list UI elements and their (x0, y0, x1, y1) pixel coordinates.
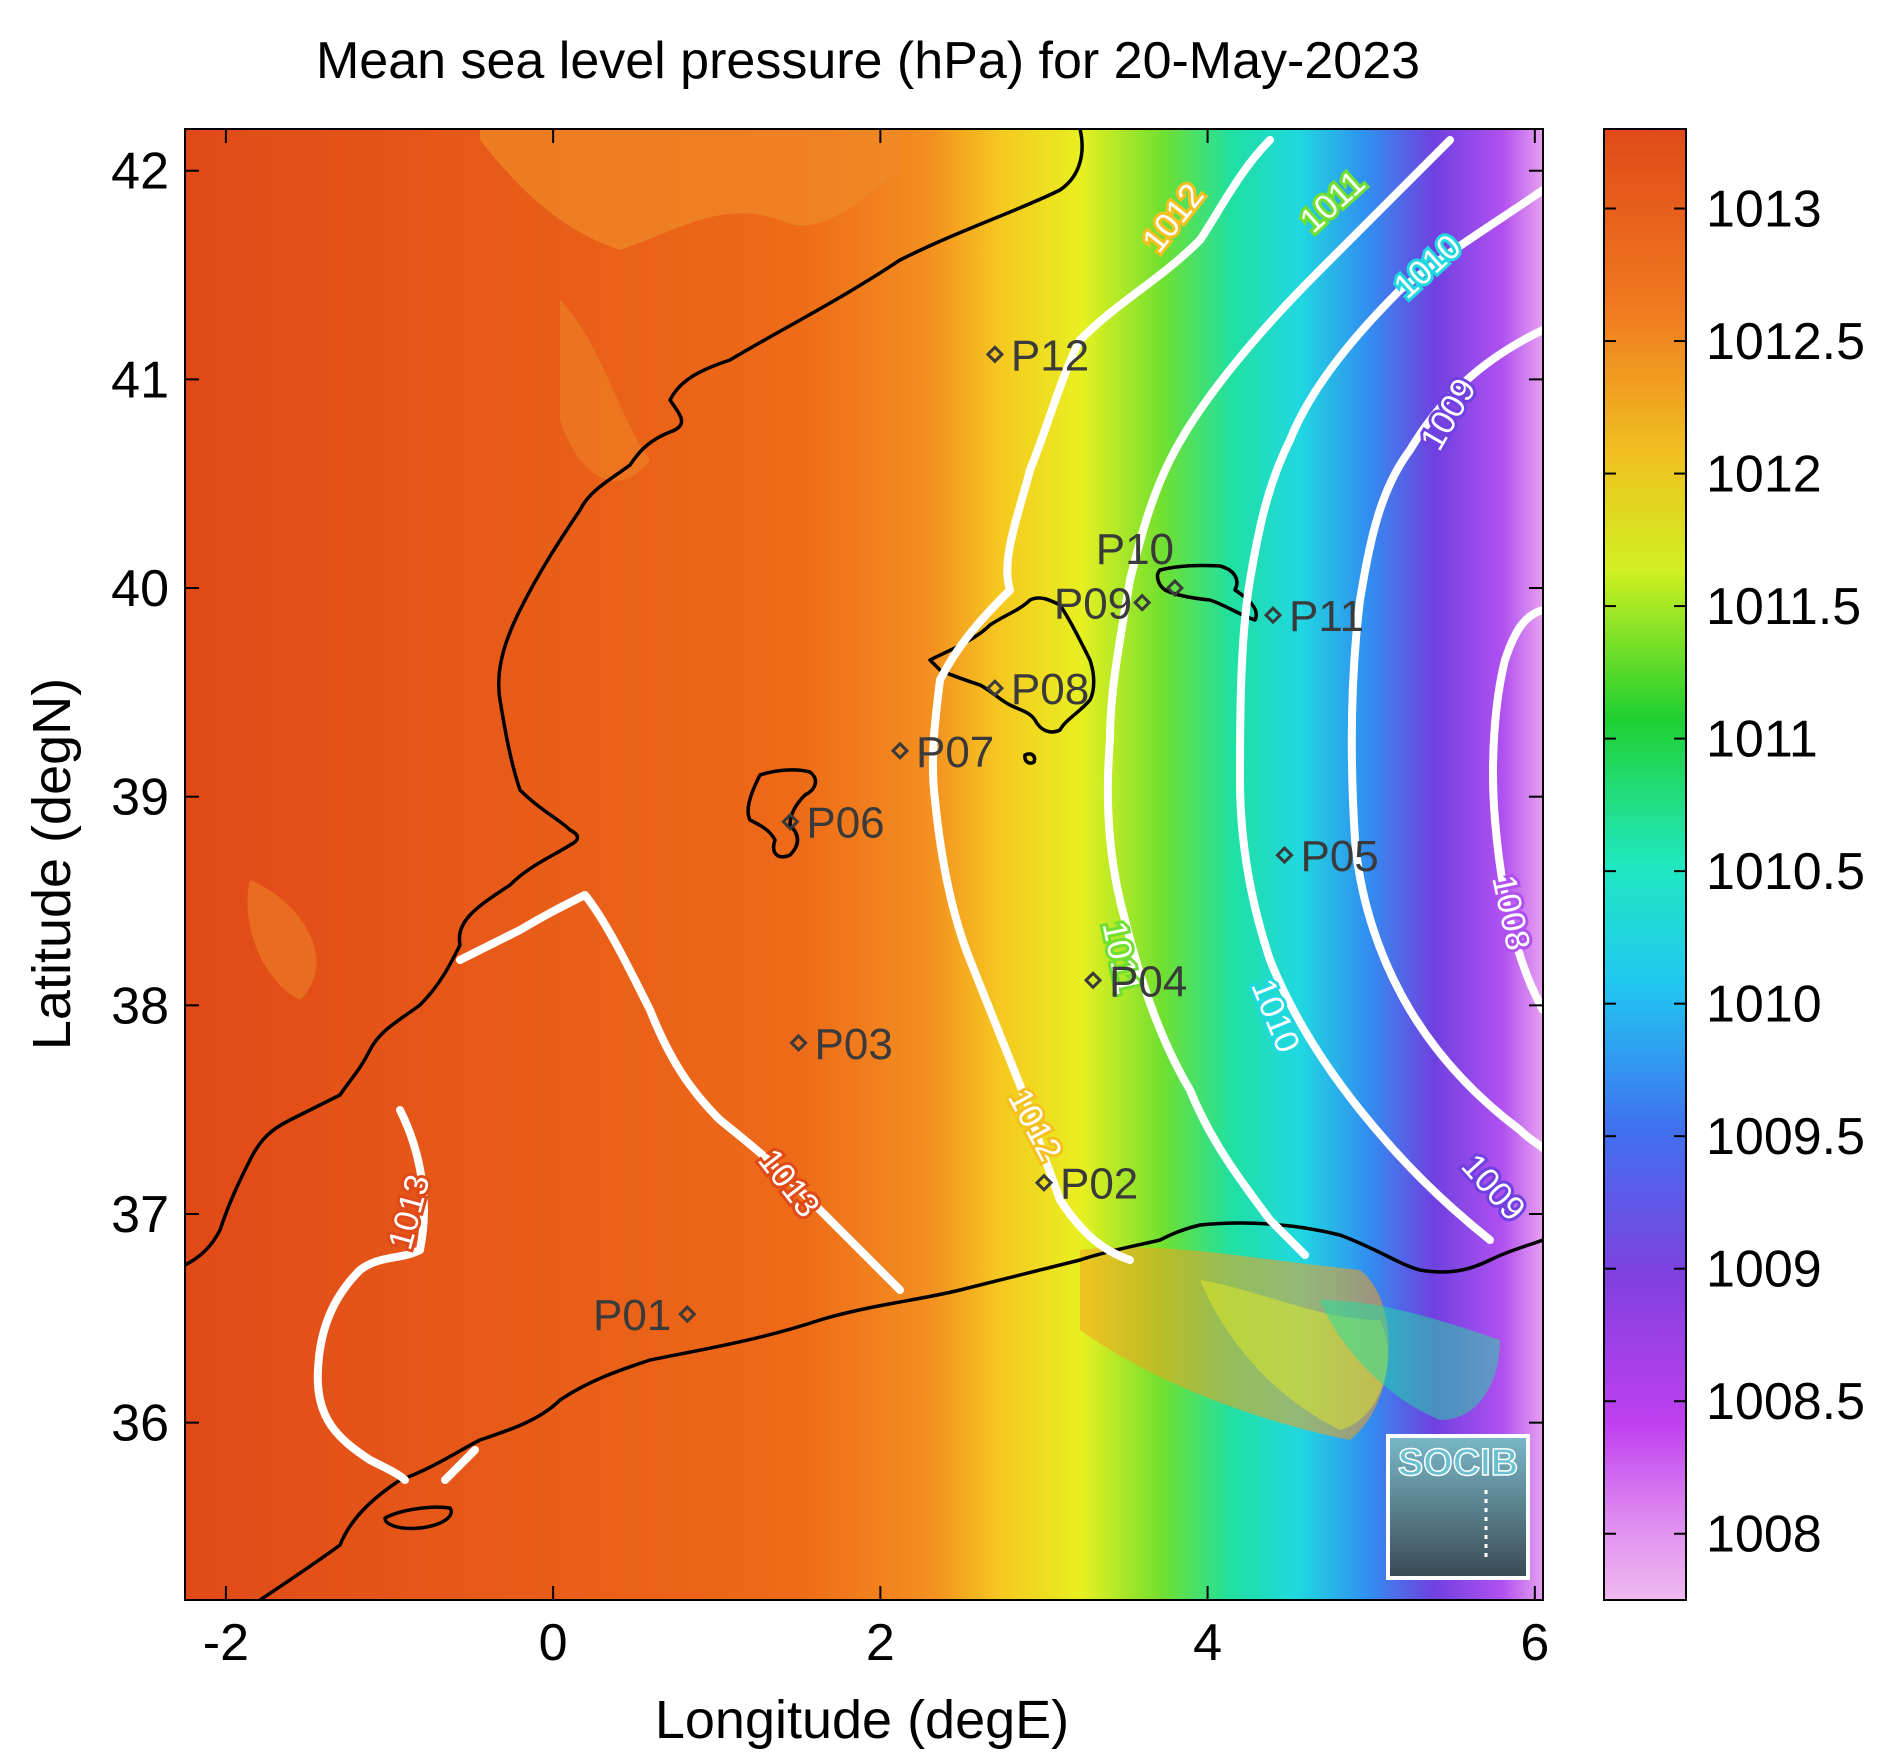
station-label: P08 (1011, 665, 1089, 714)
colorbar-ticks: 1013 1012.5 1012 1011.5 1011 1010.5 1010 1009.5… (1604, 181, 1865, 1564)
y-tick-label: 41 (111, 351, 169, 409)
contour-lines (313, 136, 1543, 1484)
contour-1011 (1103, 136, 1454, 1259)
station-marker-icon (1165, 578, 1184, 598)
station-label: P11 (1289, 592, 1364, 641)
island-alboran (383, 1505, 453, 1531)
station-p05: P05 (1275, 832, 1379, 881)
colorbar-tick-label: 1010.5 (1706, 843, 1865, 901)
station-p08: P08 (985, 665, 1089, 714)
station-marker-icon (1275, 845, 1294, 865)
y-tick-label: 39 (111, 769, 169, 827)
y-axis-ticks: 42 41 40 39 38 37 36 (111, 143, 1543, 1453)
station-marker-icon (1263, 606, 1283, 625)
islands (383, 563, 1258, 1531)
station-label: P02 (1060, 1160, 1138, 1209)
island-mallorca (928, 596, 1096, 734)
station-marker-icon (890, 741, 910, 760)
contour-1012 (928, 136, 1274, 1264)
x-tick-label: -2 (203, 1614, 249, 1672)
land-highland-patch (480, 129, 900, 250)
land-highland-patch (560, 300, 650, 481)
y-tick-label: 38 (111, 977, 169, 1035)
station-p01: P01 (593, 1291, 697, 1340)
contour-1013-west (313, 1106, 428, 1484)
station-marker-icon (985, 345, 1005, 364)
colorbar-tick-label: 1012 (1706, 446, 1822, 504)
station-marker-icon (1034, 1173, 1054, 1192)
station-marker-icon (1133, 593, 1152, 612)
station-label: P05 (1300, 832, 1378, 881)
socib-logo-text: SOCIB (1398, 1442, 1518, 1484)
x-tick-label: 6 (1520, 1614, 1549, 1672)
station-markers: P01 P02 P03 P04 P05 P06 P07 P08 P09 P10 P11 P12 (593, 331, 1379, 1340)
station-marker-icon (1083, 971, 1103, 990)
station-p10: P10 (1096, 525, 1184, 598)
x-axis-ticks: -2 0 2 4 6 (203, 129, 1549, 1672)
colorbar-tick-label: 1011.5 (1706, 578, 1861, 636)
y-tick-label: 42 (111, 143, 169, 201)
station-label: P04 (1109, 957, 1187, 1006)
coastline-north-africa (259, 1221, 1543, 1600)
x-tick-label: 4 (1193, 1614, 1222, 1672)
station-p12: P12 (985, 331, 1089, 380)
station-marker-icon (678, 1305, 697, 1324)
socib-logo-box (1386, 1434, 1530, 1580)
station-marker-icon (789, 1033, 808, 1053)
station-p02: P02 (1034, 1160, 1138, 1209)
contour-1008 (1489, 606, 1543, 1014)
chart-title: Mean sea level pressure (hPa) for 20-May… (316, 32, 1420, 90)
y-tick-label: 37 (111, 1186, 169, 1244)
station-label: P10 (1096, 525, 1174, 574)
x-axis-label: Longitude (degE) (655, 1690, 1069, 1750)
colorbar-tick-label: 1008 (1706, 1506, 1822, 1564)
station-p06: P06 (781, 799, 885, 848)
station-label: P01 (593, 1291, 671, 1340)
island-cabrera (1023, 752, 1037, 765)
colorbar-tick-label: 1011 (1706, 711, 1818, 769)
colorbar: 1013 1012.5 1012 1011.5 1011 1010.5 1010 1009.5… (1603, 128, 1865, 1601)
plot-frame (184, 128, 1544, 1601)
contour-1010 (1236, 186, 1543, 1244)
island-ibiza (746, 768, 818, 859)
station-label: P07 (916, 728, 994, 777)
coastline (185, 129, 1543, 1600)
station-p03: P03 (789, 1020, 893, 1069)
colorbar-tick-label: 1009 (1706, 1241, 1822, 1299)
x-tick-label: 0 (539, 1614, 568, 1672)
y-tick-label: 36 (111, 1395, 169, 1453)
station-marker-icon (985, 679, 1005, 698)
station-p11: P11 (1263, 592, 1364, 641)
station-label: P03 (815, 1020, 893, 1069)
colorbar-tick-label: 1013 (1706, 181, 1822, 239)
colorbar-tick-label: 1010 (1706, 976, 1822, 1034)
colorbar-tick-label: 1009.5 (1706, 1108, 1865, 1166)
land-highland-patch (247, 880, 317, 1000)
y-tick-label: 40 (111, 560, 169, 618)
coastline-iberia (185, 129, 1084, 1267)
land-highland-patch (1320, 1300, 1500, 1420)
y-axis-label: Latitude (degN) (22, 678, 82, 1050)
station-label: P06 (806, 799, 884, 848)
station-label: P12 (1011, 331, 1089, 380)
pressure-field (185, 129, 1543, 1600)
land-highland-patch (1080, 1247, 1389, 1440)
station-label: P09 (1054, 580, 1132, 629)
station-p09: P09 (1054, 580, 1152, 629)
x-tick-label: 2 (866, 1614, 895, 1672)
station-marker-icon (781, 812, 800, 831)
colorbar-tick-label: 1008.5 (1706, 1373, 1865, 1431)
socib-logo: SOCIB (1386, 1434, 1530, 1580)
colorbar-gradient (1603, 128, 1687, 1601)
station-p04: P04 (1083, 957, 1187, 1006)
contour-1009 (1347, 326, 1543, 1152)
island-menorca (1155, 563, 1258, 622)
contour-1013-central (441, 891, 904, 1484)
station-p07: P07 (890, 728, 994, 777)
colorbar-tick-label: 1012.5 (1706, 313, 1865, 371)
